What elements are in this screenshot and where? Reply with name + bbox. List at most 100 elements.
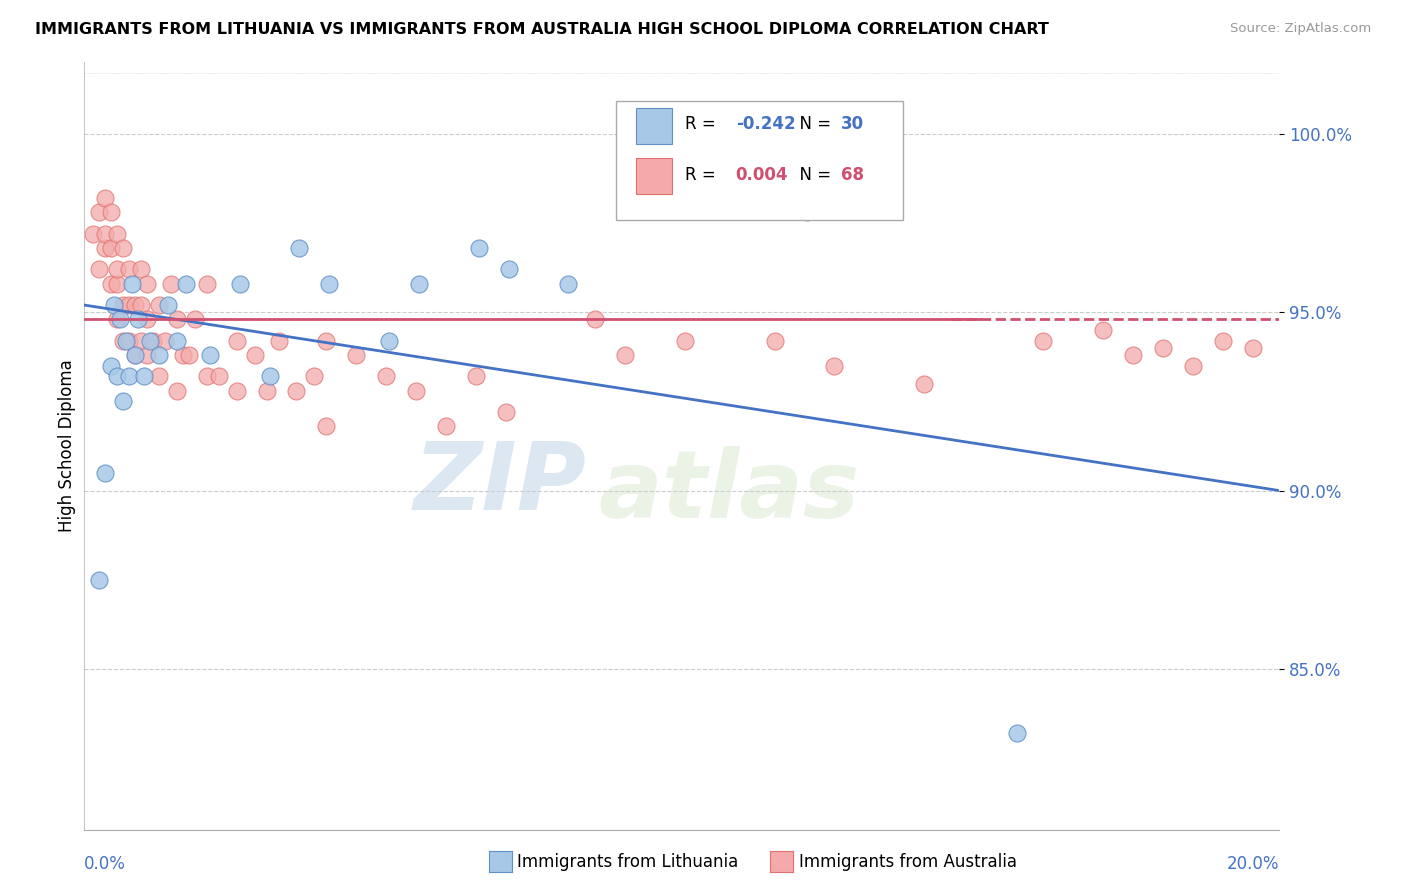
Point [1152,341,1174,355]
Point [184,312,207,326]
Text: -0.242: -0.242 [735,115,796,133]
Point [229,277,252,291]
Point [405,384,427,398]
Point [148,348,170,362]
Point [136,348,159,362]
Point [763,334,786,348]
Point [94,227,117,241]
Point [1241,341,1264,355]
Point [103,298,125,312]
Text: R =: R = [686,166,721,185]
Point [100,241,122,255]
Point [112,394,135,409]
Point [121,277,143,291]
Point [118,298,141,312]
Point [139,334,162,348]
Text: 30: 30 [841,115,863,133]
FancyBboxPatch shape [637,108,672,144]
Point [285,384,308,398]
Point [495,405,517,419]
Point [160,277,183,291]
Point [94,466,117,480]
Text: atlas: atlas [599,446,859,538]
Point [259,369,281,384]
Point [378,334,401,348]
Point [118,369,141,384]
Point [375,369,398,384]
Point [614,348,637,362]
Point [1212,334,1234,348]
Point [89,573,111,587]
Point [498,262,520,277]
Y-axis label: High School Diploma: High School Diploma [58,359,76,533]
Text: Immigrants from Australia: Immigrants from Australia [799,853,1017,871]
Text: Immigrants from Lithuania: Immigrants from Lithuania [517,853,738,871]
Point [177,348,200,362]
Point [318,277,340,291]
Point [89,262,111,277]
Point [105,277,128,291]
Point [89,205,111,219]
Point [105,227,128,241]
Point [673,334,696,348]
Point [136,277,159,291]
Point [124,298,146,312]
Point [464,369,486,384]
Point [288,241,311,255]
Point [315,419,337,434]
Text: R =: R = [686,115,721,133]
Point [82,227,104,241]
Point [105,312,128,326]
Point [112,334,135,348]
Point [912,376,935,391]
Point [142,334,165,348]
Point [225,334,247,348]
Text: 68: 68 [841,166,863,185]
Point [112,298,135,312]
Point [166,384,188,398]
Point [1122,348,1144,362]
Point [315,334,337,348]
Text: N =: N = [790,115,837,133]
Point [100,277,122,291]
Point [124,348,146,362]
Point [105,369,128,384]
Point [198,348,221,362]
Point [129,334,152,348]
Point [166,312,188,326]
Point [94,241,117,255]
Point [127,312,149,326]
Point [344,348,367,362]
Point [174,277,197,291]
Point [110,312,132,326]
Point [132,369,156,384]
Point [195,277,218,291]
Point [1092,323,1115,337]
Point [172,348,194,362]
Point [1032,334,1054,348]
Point [796,205,818,219]
Point [118,334,141,348]
Point [1181,359,1204,373]
Point [304,369,326,384]
FancyBboxPatch shape [616,101,903,219]
Text: ZIP: ZIP [413,438,586,531]
Point [112,241,135,255]
Point [166,334,188,348]
Point [243,348,266,362]
Point [434,419,457,434]
Point [408,277,430,291]
Point [583,312,606,326]
Point [208,369,231,384]
Point [124,348,146,362]
Point [94,191,117,205]
Point [256,384,278,398]
Point [129,262,152,277]
Point [100,205,122,219]
Point [118,262,141,277]
Point [148,298,170,312]
Point [129,298,152,312]
Point [153,334,176,348]
Point [225,384,247,398]
Text: 20.0%: 20.0% [1227,855,1279,872]
